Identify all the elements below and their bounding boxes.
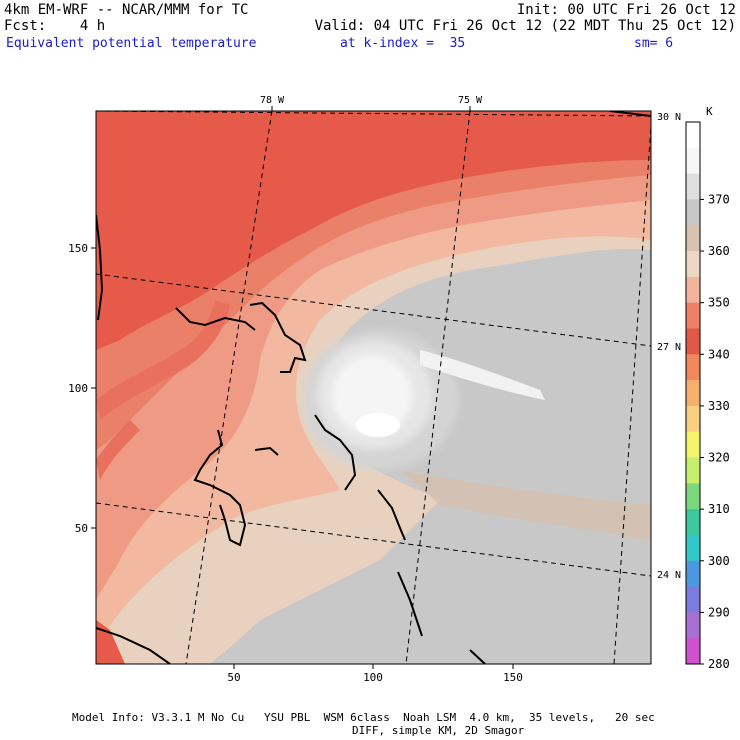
model-title: 4km EM-WRF -- NCAR/MMM for TC — [4, 2, 249, 18]
field-core-red — [96, 111, 651, 350]
model-info-line2: DIFF, simple KM, 2D Smagor — [352, 724, 525, 737]
colorbar-label: 360 — [708, 244, 730, 258]
colorbar-swatch — [686, 147, 700, 175]
lon-label-75w: 75 W — [458, 95, 483, 106]
lat-label-30n: 30 N — [657, 112, 681, 123]
lat-label-24n: 24 N — [657, 570, 681, 581]
x-tick-50: 50 — [227, 671, 240, 684]
level-label: at k-index = 35 — [340, 36, 466, 51]
y-tick-100: 100 — [68, 382, 88, 395]
abaco-coast — [249, 301, 307, 373]
colorbar-label: 310 — [708, 502, 730, 516]
colorbar-label: 320 — [708, 451, 730, 465]
x-tick-labels: 50 100 150 — [227, 671, 523, 684]
valid-time: Valid: 04 UTC Fri 26 Oct 12 (22 MDT Thu … — [314, 18, 736, 34]
forecast-hour: Fcst: 4 h — [4, 18, 106, 34]
top-lon-labels: 78 W 75 W — [260, 95, 483, 106]
field-red-streak — [96, 420, 140, 480]
colorbar-swatch — [686, 380, 700, 407]
colorbar-swatch — [686, 302, 700, 329]
colorbar-swatch — [686, 354, 700, 381]
colorbar-swatch — [686, 638, 700, 665]
coastlines — [96, 111, 651, 664]
lon-line-78w — [185, 111, 273, 664]
colorbar-swatch — [686, 612, 700, 639]
cat-island-coast — [377, 489, 406, 541]
colorbar — [686, 122, 700, 665]
y-tick-50: 50 — [75, 522, 88, 535]
colorbar-swatch — [686, 122, 700, 149]
lat-label-27n: 27 N — [657, 342, 681, 353]
graticule — [96, 111, 651, 664]
x-tick-150: 150 — [503, 671, 523, 684]
colorbar-frame — [685, 121, 701, 665]
field-tan-streak — [400, 470, 651, 540]
lat-line-27n — [96, 273, 651, 347]
colorbar-unit: K — [706, 105, 713, 118]
colorbar-label: 340 — [708, 347, 730, 361]
theta-e-field — [96, 111, 651, 664]
colorbar-label: 290 — [708, 605, 730, 619]
colorbar-swatch — [686, 431, 700, 459]
lon-line-72w — [613, 118, 651, 664]
top-lon-ticks — [271, 106, 471, 111]
colorbar-swatch — [686, 173, 700, 200]
north-coast-fragment — [609, 111, 651, 117]
new-providence-coast — [254, 446, 279, 456]
andros-coast — [193, 429, 247, 547]
eleuthera-coast — [314, 414, 357, 491]
colorbar-label: 370 — [708, 192, 730, 206]
colorbar-swatch — [686, 251, 700, 278]
smoothing-label: sm= 6 — [634, 36, 674, 51]
cuba-coast — [96, 627, 171, 664]
florida-coast — [96, 214, 104, 321]
colorbar-swatch — [686, 328, 700, 355]
colorbar-swatch — [686, 534, 700, 562]
colorbar-label: 280 — [708, 657, 730, 671]
x-tick-100: 100 — [363, 671, 383, 684]
colorbar-label: 330 — [708, 399, 730, 413]
right-lat-labels: 30 N 27 N 24 N — [657, 112, 681, 581]
axis-ticks — [91, 247, 514, 669]
lat-line-30n — [96, 111, 651, 117]
field-storm-center — [356, 413, 400, 437]
model-info-line1: Model Info: V3.3.1 M No Cu YSU PBL WSM 6… — [72, 711, 655, 724]
field-storm-band — [420, 350, 545, 400]
init-time: Init: 00 UTC Fri 26 Oct 12 — [516, 2, 736, 18]
colorbar-swatch — [686, 457, 700, 484]
lat-line-24n — [96, 502, 651, 577]
exuma-coast — [397, 571, 423, 637]
colorbar-swatch — [686, 483, 700, 510]
colorbar-swatch — [686, 509, 700, 536]
colorbar-swatch — [686, 405, 700, 433]
colorbar-swatch — [686, 276, 700, 304]
y-tick-labels: 50 100 150 — [68, 242, 88, 535]
lon-line-75w — [405, 111, 471, 664]
colorbar-swatch — [686, 560, 700, 588]
field-name: Equivalent potential temperature — [6, 36, 257, 51]
y-tick-150: 150 — [68, 242, 88, 255]
grand-bahama-coast — [175, 307, 256, 331]
colorbar-label: 300 — [708, 554, 730, 568]
field-red-streak — [96, 300, 230, 420]
lon-label-78w: 78 W — [260, 95, 285, 106]
colorbar-swatch — [686, 225, 700, 252]
cuba-east-coast — [469, 649, 486, 664]
colorbar-swatch — [686, 199, 700, 226]
field-storm-inner — [332, 355, 412, 435]
colorbar-label: 350 — [708, 296, 730, 310]
colorbar-swatch — [686, 586, 700, 613]
colorbar-labels: 370 360 350 340 330 320 310 300 290 280 — [700, 192, 730, 671]
